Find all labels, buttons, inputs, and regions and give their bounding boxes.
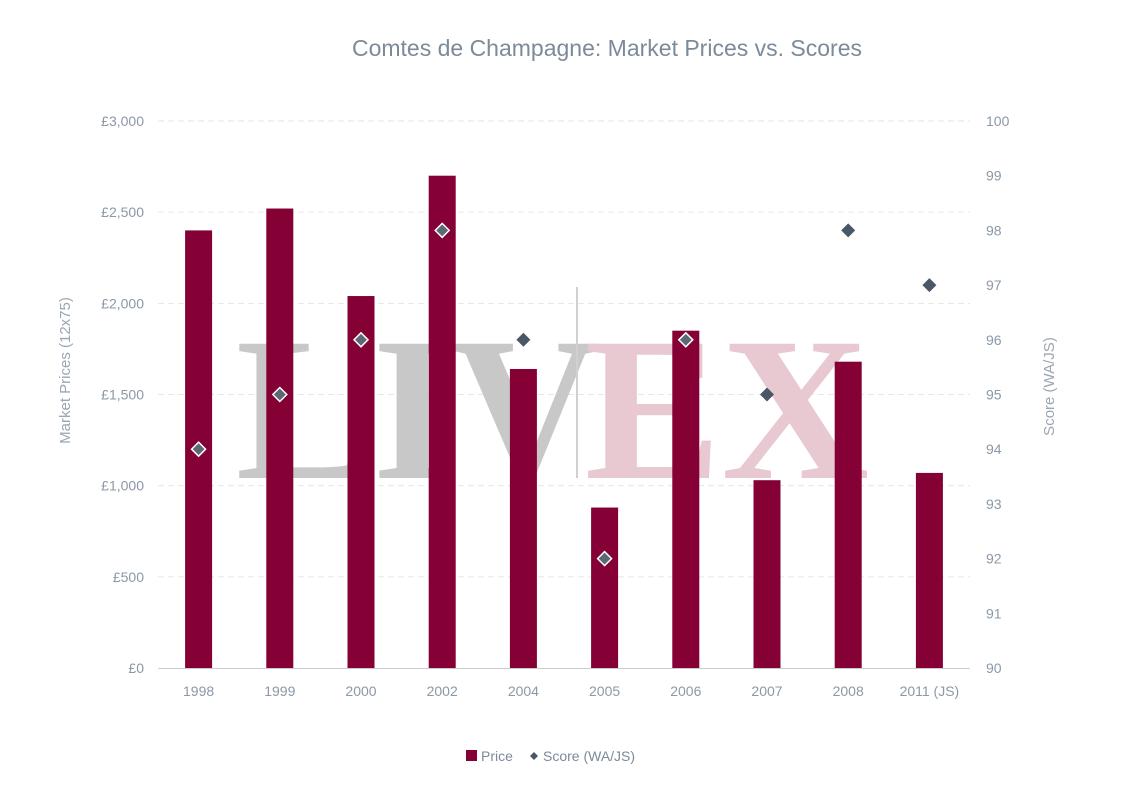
x-tick-label: 1999 [264,683,295,699]
x-tick-label: 2002 [427,683,458,699]
y-left-tick-label: £500 [113,569,144,585]
y-right-tick-label: 92 [986,551,1002,567]
watermark-liv-text: LIV [236,296,601,523]
x-tick-label: 2000 [345,683,376,699]
legend-score-label: Score (WA/JS) [543,748,635,764]
x-tick-label: 1998 [183,683,214,699]
price-bar [753,480,781,668]
chart-title: Comtes de Champagne: Market Prices vs. S… [352,35,862,61]
x-tick-label: 2006 [670,683,701,699]
x-tick-label: 2008 [833,683,864,699]
score-marker [516,332,531,347]
y-left-tick-label: £3,000 [101,113,144,129]
x-tick-label: 2007 [751,683,782,699]
watermark-ex-text: EX [585,296,870,523]
score-marker [760,387,774,402]
y-left-tick-label: £2,000 [101,295,144,311]
legend: Price Score (WA/JS) [466,748,635,764]
y-left-tick-label: £2,500 [101,204,144,220]
score-marker [271,386,288,403]
y-right-tick-label: 91 [986,605,1002,621]
y-right-tick-label: 98 [986,222,1002,238]
legend-price-swatch [466,750,477,761]
y-right-tick-label: 90 [986,660,1002,676]
y-right-tick-label: 94 [986,441,1002,457]
y-right-axis-title: Score (WA/JS) [1041,337,1058,436]
x-tick-label: 2004 [508,683,539,699]
x-tick-label: 2005 [589,683,620,699]
score-marker [190,441,207,458]
price-bar [834,361,862,668]
y-right-tick-label: 100 [986,113,1010,129]
x-tick-label: 2011 (JS) [900,683,960,699]
y-right-tick-label: 95 [986,387,1002,403]
score-marker [922,278,937,293]
score-marker [596,550,613,567]
price-bar [915,472,943,668]
price-bar [347,296,375,668]
score-marker [434,222,451,239]
y-left-tick-label: £0 [128,660,144,676]
y-left-axis-title: Market Prices (12x75) [57,297,74,444]
score-markers [190,222,937,567]
y-right-tick-label: 97 [986,277,1002,293]
price-bar [266,208,294,668]
gridlines [158,120,970,578]
y-right-tick-label: 96 [986,332,1002,348]
price-bar [672,330,700,668]
axes: £0 £500 £1,000 £1,500 £2,000 £2,500 £3,000 90 91… [57,113,1058,699]
price-bar [428,175,456,668]
legend-price-label: Price [481,748,513,764]
price-bar [509,368,537,668]
y-right-tick-label: 93 [986,496,1002,512]
y-left-tick-label: £1,000 [101,478,144,494]
score-marker [677,331,694,348]
score-marker [352,331,370,348]
y-left-tick-label: £1,500 [101,387,144,403]
score-marker [841,223,856,238]
legend-score-marker [530,752,538,760]
price-bar [591,507,619,668]
y-right-tick-label: 99 [986,168,1002,184]
